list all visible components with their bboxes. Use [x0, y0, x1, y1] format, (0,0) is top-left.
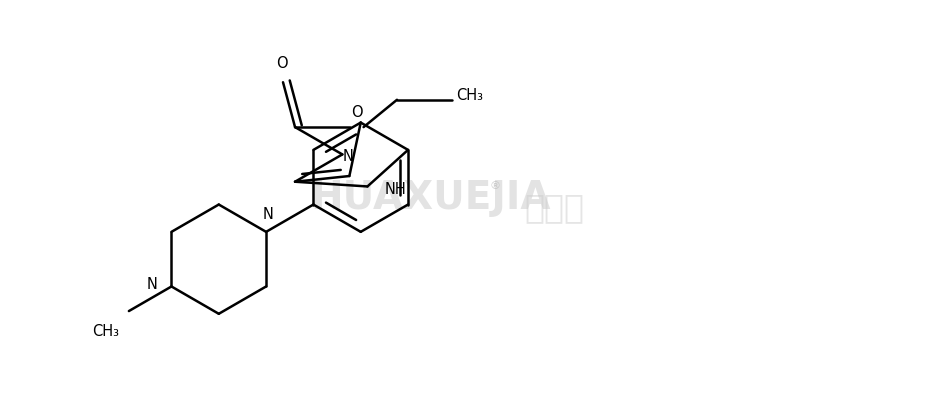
Text: NH: NH — [384, 182, 406, 197]
Text: HUAXUEJIA: HUAXUEJIA — [310, 179, 550, 217]
Text: 化学加: 化学加 — [525, 191, 584, 224]
Text: N: N — [343, 149, 354, 164]
Text: ®: ® — [489, 181, 500, 191]
Text: N: N — [263, 207, 273, 222]
Text: CH₃: CH₃ — [92, 324, 119, 339]
Text: O: O — [276, 56, 288, 71]
Text: N: N — [146, 277, 158, 292]
Text: O: O — [350, 105, 362, 120]
Text: CH₃: CH₃ — [456, 88, 484, 103]
